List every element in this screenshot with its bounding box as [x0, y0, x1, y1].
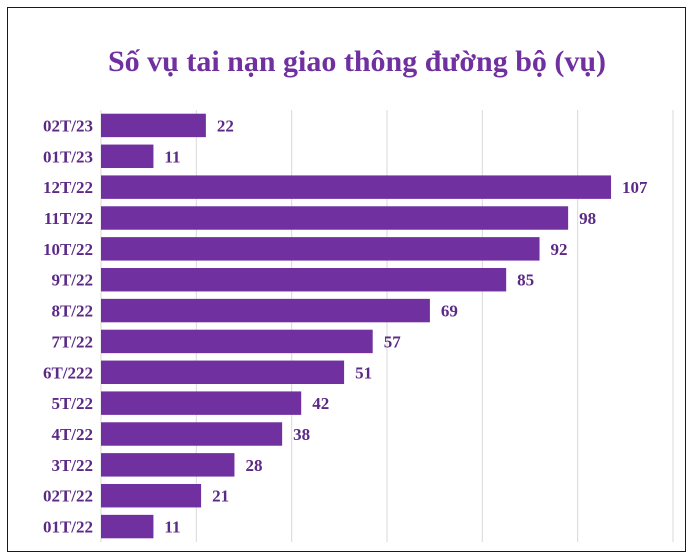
value-label: 22	[217, 116, 234, 135]
bar	[101, 237, 540, 261]
value-label: 98	[579, 209, 596, 228]
category-label: 02T/23	[43, 116, 93, 135]
value-label: 92	[551, 240, 568, 259]
value-label: 21	[212, 487, 229, 506]
category-label: 7T/22	[51, 332, 93, 351]
category-label: 02T/22	[43, 487, 93, 506]
bar	[101, 267, 507, 292]
category-label: 3T/22	[51, 456, 93, 475]
value-label: 107	[622, 178, 648, 197]
value-label: 51	[355, 363, 372, 382]
value-label: 57	[384, 332, 402, 351]
value-label: 42	[312, 394, 329, 413]
category-label: 01T/23	[43, 147, 93, 166]
bar	[101, 453, 235, 477]
category-labels: 02T/23 01T/23 12T/22 11T/22 10T/22 9T/22 8T/22…	[43, 116, 93, 536]
bar	[101, 175, 612, 199]
value-label: 85	[517, 271, 534, 290]
category-label: 10T/22	[43, 240, 93, 259]
value-label: 11	[164, 147, 180, 166]
value-label: 11	[164, 518, 180, 537]
bar	[101, 483, 202, 508]
category-label: 6T/222	[43, 363, 93, 382]
category-label: 5T/22	[51, 394, 93, 413]
bar	[101, 514, 154, 539]
bar	[101, 206, 569, 230]
value-label: 38	[293, 425, 310, 444]
gridlines	[100, 110, 674, 542]
bars	[101, 113, 612, 539]
bar	[101, 329, 373, 354]
bar	[101, 360, 345, 385]
category-label: 11T/22	[44, 209, 93, 228]
bar	[101, 144, 154, 169]
category-label: 4T/22	[51, 425, 93, 444]
category-label: 12T/22	[43, 178, 93, 197]
value-label: 28	[245, 456, 262, 475]
category-label: 9T/22	[51, 271, 93, 290]
bar	[101, 113, 206, 138]
chart-title: Số vụ tai nạn giao thông đường bộ (vụ)	[108, 45, 606, 78]
bar	[101, 422, 283, 446]
category-label: 01T/22	[43, 518, 93, 537]
category-label: 8T/22	[51, 302, 93, 321]
bar	[101, 391, 302, 415]
bar	[101, 298, 430, 323]
value-label: 69	[441, 302, 458, 321]
